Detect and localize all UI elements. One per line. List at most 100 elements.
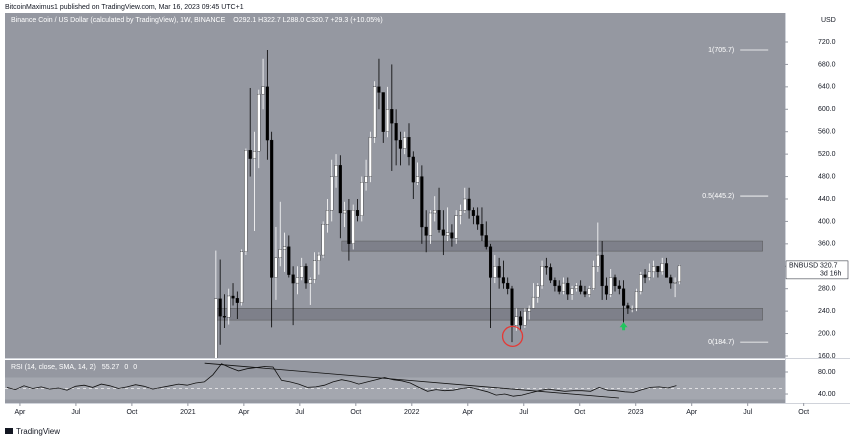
candle-body bbox=[488, 246, 493, 278]
candle-body bbox=[591, 266, 596, 289]
y-tick-label: 640.0 bbox=[818, 84, 836, 91]
candle-body bbox=[493, 266, 497, 278]
candle-body bbox=[347, 210, 351, 244]
candle-body bbox=[428, 212, 433, 236]
price-tag-symbol: BNBUSD bbox=[789, 263, 818, 270]
candle-body bbox=[433, 210, 437, 214]
x-tick-label: Apr bbox=[14, 409, 26, 416]
candle-body bbox=[604, 285, 608, 295]
x-tick-label: Apr bbox=[686, 409, 698, 416]
candle-body bbox=[476, 215, 480, 225]
candle-body bbox=[622, 288, 626, 306]
candle-body bbox=[252, 151, 257, 159]
candle-body bbox=[214, 298, 218, 358]
x-tick-label: 2021 bbox=[180, 409, 196, 416]
candle-body bbox=[227, 295, 231, 318]
y-tick-label: 360.0 bbox=[818, 241, 836, 248]
candle-body bbox=[355, 210, 360, 216]
x-tick-label: Oct bbox=[350, 409, 361, 416]
candle-body bbox=[261, 86, 265, 95]
candle-body bbox=[613, 277, 617, 287]
x-tick-label: Jul bbox=[519, 409, 528, 416]
candle-body bbox=[454, 215, 458, 239]
candle-body bbox=[308, 279, 312, 284]
candle-body bbox=[549, 267, 553, 281]
candle-body bbox=[523, 310, 527, 326]
rsi-trendline bbox=[204, 362, 619, 399]
candle-body bbox=[510, 288, 514, 326]
candle-body bbox=[441, 229, 445, 236]
candle-body bbox=[437, 210, 441, 230]
candle-body bbox=[536, 285, 540, 298]
candle-body bbox=[343, 210, 347, 214]
range-zone bbox=[214, 308, 763, 321]
currency-label: USD bbox=[821, 17, 836, 24]
candle-body bbox=[244, 150, 248, 252]
candle-body bbox=[240, 251, 244, 303]
candle-body bbox=[385, 109, 390, 132]
candle-body bbox=[497, 266, 501, 278]
candle-body bbox=[274, 257, 278, 278]
y-tick-label: 240.0 bbox=[818, 308, 836, 315]
candle-body bbox=[540, 266, 544, 287]
range-zone bbox=[341, 240, 763, 252]
candle-body bbox=[484, 235, 488, 247]
rsi-legend-value: 0 bbox=[133, 364, 137, 371]
logo-icon bbox=[5, 428, 13, 434]
candle-body bbox=[609, 277, 613, 295]
candle-body bbox=[325, 210, 329, 225]
rsi-plot bbox=[5, 362, 785, 400]
candle-body bbox=[300, 266, 304, 278]
rsi-line bbox=[6, 363, 677, 397]
candle-body bbox=[291, 274, 295, 284]
candle-body bbox=[458, 210, 463, 216]
fib-label: 1(705.7) bbox=[708, 47, 734, 54]
candle-body bbox=[424, 226, 428, 236]
candle-body bbox=[574, 285, 578, 289]
ohlc-legend: O292.1 H322.7 L288.0 C320.7 +29.3 (+10.0… bbox=[233, 17, 382, 24]
up-arrow bbox=[619, 322, 628, 331]
candle-body bbox=[557, 285, 561, 292]
candle-body bbox=[373, 86, 377, 138]
candle-body bbox=[501, 277, 505, 284]
rsi-title: RSI (14, close, SMA, 14, 2) bbox=[11, 364, 96, 371]
highlight-circle bbox=[501, 325, 524, 348]
candle-body bbox=[278, 249, 282, 259]
candle-body bbox=[544, 266, 548, 268]
candle-body bbox=[360, 182, 364, 216]
y-tick-label: 560.0 bbox=[818, 129, 836, 136]
candle-body bbox=[600, 254, 604, 287]
y-tick-label: 480.0 bbox=[818, 173, 836, 180]
candle-body bbox=[381, 92, 385, 132]
candle-body bbox=[222, 316, 226, 318]
x-tick-label: 2022 bbox=[404, 409, 420, 416]
candle-body bbox=[579, 285, 583, 292]
candle-body bbox=[561, 282, 566, 292]
y-tick-label: 200.0 bbox=[818, 330, 836, 337]
fib-label: 0.5(445.2) bbox=[702, 193, 734, 200]
candle-body bbox=[519, 316, 523, 326]
y-tick-label: 520.0 bbox=[818, 151, 836, 158]
candle-body bbox=[634, 291, 639, 309]
y-tick-label: 680.0 bbox=[818, 61, 836, 68]
candle-body bbox=[407, 137, 411, 158]
candle-body bbox=[506, 282, 510, 289]
candle-body bbox=[626, 305, 630, 309]
candle-body bbox=[514, 316, 518, 326]
publisher-header: BitcoinMaximus1 published on TradingView… bbox=[5, 4, 244, 11]
candle-body bbox=[334, 165, 338, 177]
candle-body bbox=[377, 86, 381, 93]
x-tick-label: Oct bbox=[798, 409, 809, 416]
candle-body bbox=[639, 274, 643, 292]
candle-body bbox=[394, 123, 398, 141]
y-tick-label: 440.0 bbox=[818, 196, 836, 203]
candle-body bbox=[583, 291, 587, 295]
candle-body bbox=[265, 86, 269, 141]
y-tick-label: 600.0 bbox=[818, 106, 836, 113]
x-tick-label: Oct bbox=[126, 409, 137, 416]
candle-body bbox=[587, 288, 591, 295]
footer-brand: TradingView bbox=[16, 427, 60, 436]
y-tick-label: 720.0 bbox=[818, 39, 836, 46]
candle-body bbox=[673, 282, 677, 284]
